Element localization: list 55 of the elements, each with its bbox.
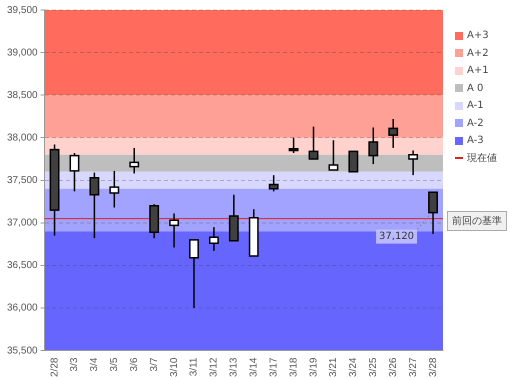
x-tick-label: 3/21 — [328, 357, 340, 378]
x-tick-label: 3/10 — [168, 357, 180, 378]
y-tick-label: 38,500 — [6, 90, 38, 101]
y-tick-label: 36,000 — [6, 302, 38, 314]
x-tick-label: 3/7 — [148, 357, 160, 372]
x-tick-label: 3/5 — [109, 357, 120, 372]
candlestick — [348, 150, 358, 173]
y-tick-label: 35,500 — [6, 345, 38, 356]
x-tick-label: 3/27 — [408, 357, 419, 378]
candlestick — [368, 126, 378, 165]
legend-label: A+1 — [466, 64, 490, 78]
x-tick-label: 3/13 — [228, 357, 240, 378]
y-tick-label: 38,000 — [6, 132, 38, 144]
x-tick-label: 3/14 — [248, 357, 260, 378]
x-tick-label: 3/11 — [188, 357, 200, 376]
x-tick-label: 2/28 — [49, 357, 60, 378]
candlestick — [388, 118, 398, 149]
candlestick — [129, 147, 140, 174]
annotation: 37,120 — [379, 231, 414, 242]
y-tick-label: 39,500 — [6, 4, 38, 16]
candlestick — [169, 212, 180, 248]
candlestick — [268, 174, 279, 192]
y-tick-label: 39,000 — [6, 47, 38, 58]
y-tick-label: 36,500 — [6, 260, 38, 272]
candlestick — [308, 126, 318, 160]
x-tick-label: 3/19 — [308, 357, 320, 378]
candlestick — [89, 172, 100, 239]
x-tick-label: 3/12 — [208, 357, 220, 378]
legend-label: A 0 — [466, 82, 484, 96]
candlestick — [208, 226, 219, 252]
candlestick — [428, 191, 438, 235]
legend-label: A-1 — [466, 99, 485, 114]
candlestick — [328, 140, 338, 171]
legend-label: A-2 — [466, 116, 485, 131]
x-tick-label: 3/3 — [69, 357, 80, 372]
candlestick — [70, 152, 80, 192]
annotation: 前回の基準 — [447, 210, 508, 231]
legend-label: A+2 — [466, 46, 490, 61]
x-tick-label: 3/6 — [128, 357, 140, 372]
candlestick — [408, 150, 418, 176]
band-label: A+3 — [466, 29, 490, 44]
x-tick-label: 3/24 — [348, 357, 360, 378]
candlestick — [109, 170, 120, 208]
legend-label: A-3 — [466, 134, 485, 148]
x-tick-label: 3/18 — [288, 357, 300, 378]
candlestick — [288, 136, 299, 154]
x-tick-label: 3/4 — [89, 357, 100, 372]
x-tick-label: 3/28 — [428, 357, 439, 378]
x-tick-label: 3/17 — [268, 357, 280, 378]
legend-label: 現在値 — [466, 152, 497, 166]
x-tick-label: 3/26 — [388, 357, 399, 378]
candlestick — [189, 239, 199, 309]
x-tick-label: 3/25 — [368, 357, 380, 378]
y-tick-label: 37,500 — [6, 175, 38, 186]
y-tick-label: 37,000 — [6, 218, 38, 229]
